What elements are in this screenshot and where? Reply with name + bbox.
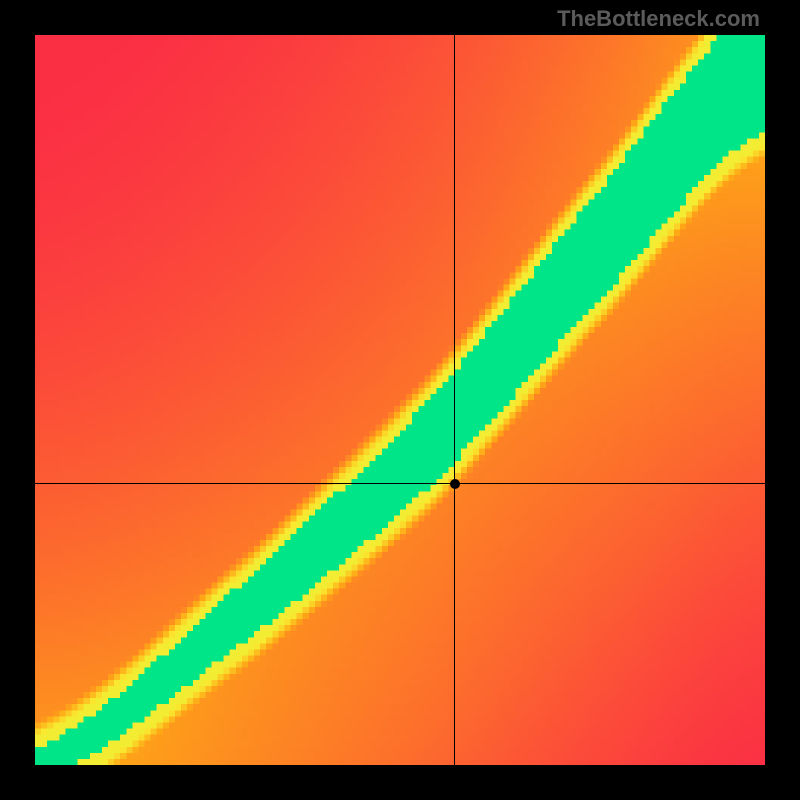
watermark-text: TheBottleneck.com <box>557 6 760 32</box>
crosshair-vertical <box>454 35 455 765</box>
crosshair-marker <box>450 479 460 489</box>
chart-container: TheBottleneck.com <box>0 0 800 800</box>
bottleneck-heatmap <box>35 35 765 765</box>
crosshair-horizontal <box>35 483 765 484</box>
